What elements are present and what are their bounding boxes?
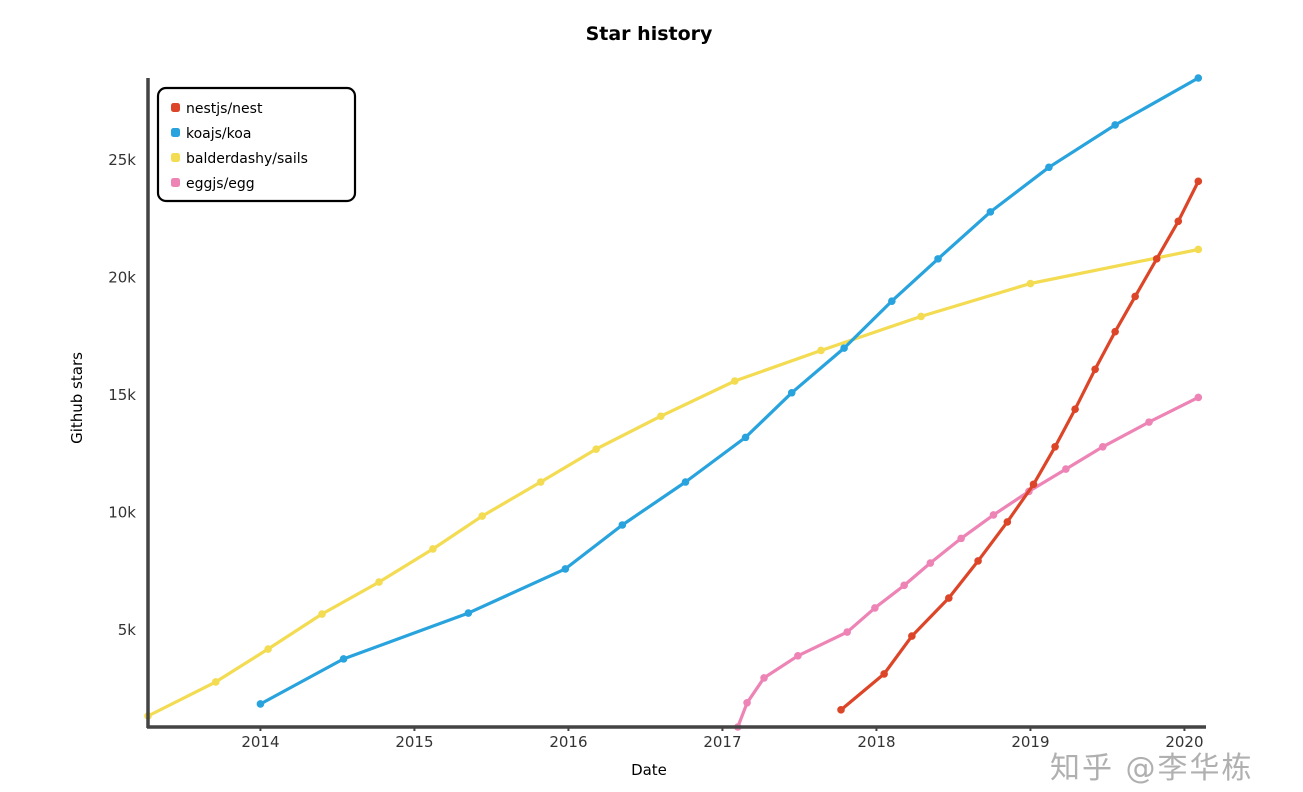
data-point xyxy=(840,344,848,352)
data-point xyxy=(760,674,768,682)
data-point xyxy=(1111,121,1119,129)
data-point xyxy=(787,388,796,397)
data-point xyxy=(1051,442,1059,451)
data-point xyxy=(1194,245,1203,254)
data-point xyxy=(1194,393,1203,402)
data-point xyxy=(989,511,998,519)
data-point xyxy=(794,652,802,660)
legend-swatch xyxy=(171,103,180,112)
data-point xyxy=(1131,292,1139,301)
data-point xyxy=(974,557,982,565)
data-point xyxy=(618,521,627,529)
series-nestjs-nest xyxy=(837,177,1203,714)
series-eggjs-egg xyxy=(734,393,1203,731)
data-point xyxy=(1145,418,1153,426)
chart-title: Star history xyxy=(586,23,713,45)
data-point xyxy=(871,604,879,612)
y-tick-label: 10k xyxy=(108,504,136,522)
data-point xyxy=(817,346,825,355)
data-point xyxy=(429,545,437,553)
data-point xyxy=(888,297,896,305)
x-tick-label: 2015 xyxy=(395,733,433,751)
data-point xyxy=(730,377,739,385)
data-point xyxy=(741,433,750,442)
series-line xyxy=(258,76,1200,706)
data-point xyxy=(917,312,925,321)
x-tick-label: 2020 xyxy=(1165,733,1203,751)
data-point xyxy=(743,699,751,707)
data-point xyxy=(536,478,545,486)
data-point xyxy=(908,632,916,640)
data-point xyxy=(256,700,265,708)
legend-label: eggjs/egg xyxy=(186,176,255,192)
data-point xyxy=(1194,74,1203,82)
y-axis-label: Github stars xyxy=(68,352,86,444)
legend-label: koajs/koa xyxy=(186,126,251,142)
series-layer xyxy=(144,74,1203,731)
watermark: 知乎 @李华栋 xyxy=(1050,751,1254,786)
data-point xyxy=(318,610,326,618)
data-point xyxy=(1071,405,1079,413)
x-tick-label: 2017 xyxy=(703,733,741,751)
data-point xyxy=(945,594,953,602)
legend-swatch xyxy=(171,153,180,162)
data-point xyxy=(264,645,272,653)
data-point xyxy=(1091,365,1099,374)
y-tick-label: 25k xyxy=(108,151,136,169)
data-point xyxy=(900,581,908,590)
legend-label: nestjs/nest xyxy=(186,101,263,117)
legend-swatch xyxy=(171,128,180,137)
data-point xyxy=(561,565,570,573)
ticks-layer: 2014 2015 2016 2017 2018 2019 2020 5k 10k 15k 20k 2… xyxy=(108,151,1203,751)
data-point xyxy=(375,578,383,586)
data-point xyxy=(681,478,690,486)
legend: nestjs/nest koajs/koa balderdashy/sails egg… xyxy=(156,86,357,203)
data-point xyxy=(934,255,942,263)
data-point xyxy=(1003,518,1012,526)
data-point xyxy=(1026,279,1035,288)
series-balderdashy-sails xyxy=(144,245,1203,720)
x-tick-label: 2016 xyxy=(549,733,587,751)
data-point xyxy=(464,609,473,617)
data-point xyxy=(657,412,665,421)
data-point xyxy=(843,628,851,636)
data-point xyxy=(986,208,995,216)
x-axis-label: Date xyxy=(631,761,667,779)
data-point xyxy=(339,655,348,663)
data-point xyxy=(1062,465,1070,473)
series-koajs-koa xyxy=(256,74,1203,708)
data-point xyxy=(1111,327,1119,336)
series-line xyxy=(736,395,1200,729)
y-tick-label: 15k xyxy=(108,386,136,404)
legend-swatch xyxy=(171,178,180,187)
data-point xyxy=(1194,177,1203,186)
x-tick-label: 2014 xyxy=(241,733,279,751)
data-point xyxy=(1174,217,1183,226)
data-point xyxy=(1029,480,1038,489)
data-point xyxy=(837,706,845,714)
y-tick-label: 5k xyxy=(118,621,137,639)
data-point xyxy=(957,534,965,543)
y-tick-label: 20k xyxy=(108,269,136,287)
x-tick-label: 2019 xyxy=(1011,733,1049,751)
data-point xyxy=(592,445,600,453)
data-point xyxy=(1152,255,1161,263)
data-point xyxy=(1099,442,1107,451)
legend-label: balderdashy/sails xyxy=(186,151,308,167)
data-point xyxy=(478,512,486,520)
data-point xyxy=(880,670,888,678)
x-tick-label: 2018 xyxy=(857,733,895,751)
data-point xyxy=(211,678,220,686)
legend-box xyxy=(156,86,357,203)
data-point xyxy=(1045,163,1053,172)
data-point xyxy=(926,559,935,567)
